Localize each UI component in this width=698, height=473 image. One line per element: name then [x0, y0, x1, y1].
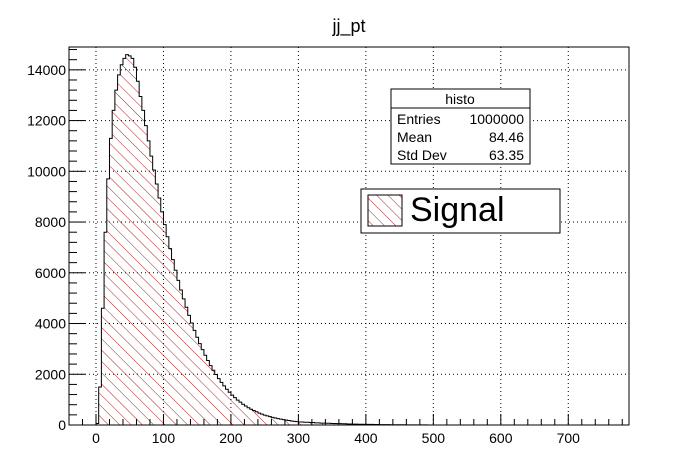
y-tick-label: 2000: [35, 366, 66, 382]
x-tick-label: 0: [92, 430, 100, 446]
y-tick-label: 14000: [27, 62, 66, 78]
histogram-layer: [95, 54, 437, 426]
y-tick-label: 6000: [35, 265, 66, 281]
y-tick-label: 8000: [35, 214, 66, 230]
stats-entries-label: Entries: [397, 111, 441, 127]
x-tick-label: 200: [219, 430, 243, 446]
x-tick-label: 700: [557, 430, 581, 446]
axes-layer: 0 100 200 300 400 500 600 700 0 2000 4000 6000 8000 1…: [27, 49, 623, 446]
plot-frame: [68, 46, 630, 426]
stats-mean-value: 84.46: [489, 129, 524, 145]
stats-entries-value: 1000000: [469, 111, 524, 127]
stats-box-title: histo: [445, 91, 475, 107]
legend: Signal: [360, 188, 561, 234]
y-tick-label: 4000: [35, 316, 66, 332]
legend-label: Signal: [410, 191, 505, 229]
y-tick-label: 0: [58, 417, 66, 433]
histogram-fill: [95, 54, 437, 425]
legend-swatch: [367, 194, 403, 227]
stats-stddev-label: Std Dev: [397, 147, 447, 163]
x-tick-label: 500: [422, 430, 446, 446]
stats-stddev-value: 63.35: [489, 147, 524, 163]
x-tick-label: 400: [354, 430, 378, 446]
x-tick-label: 100: [152, 430, 176, 446]
y-tick-label: 12000: [27, 113, 66, 129]
chart-title: jj_pt: [331, 16, 365, 37]
y-tick-label: 10000: [27, 163, 66, 179]
x-tick-label: 300: [287, 430, 311, 446]
stats-box: histo Entries 1000000 Mean 84.46 Std Dev…: [390, 88, 531, 165]
x-tick-label: 600: [489, 430, 513, 446]
stats-mean-label: Mean: [397, 129, 432, 145]
